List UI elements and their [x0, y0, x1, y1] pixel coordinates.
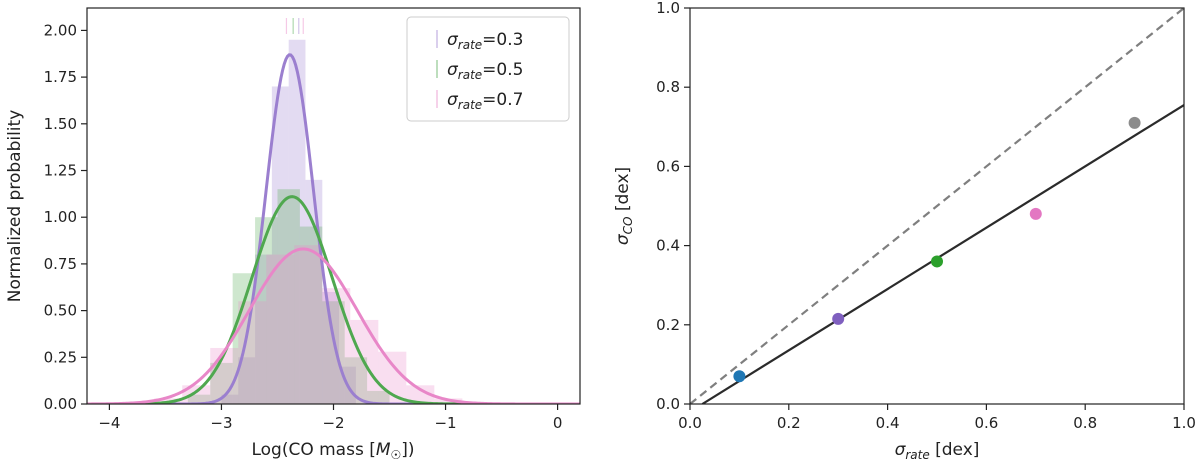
legend-label: σrate=0.7	[447, 90, 523, 112]
x-tick-label: −3	[210, 414, 232, 432]
histogram-bar-purple	[238, 357, 256, 404]
histogram-bar-pink	[182, 385, 211, 404]
histogram-bar-pink	[266, 254, 295, 404]
scatter-point	[733, 370, 746, 383]
legend-box	[406, 16, 570, 122]
scatter-y-axis-label: σCO [dex]	[613, 167, 635, 245]
scatter-x-axis-label: σrate [dex]	[895, 440, 980, 462]
histogram-y-ticks: 0.00 0.25 0.50 0.75 1.00 1.25 1.50 1.75 2.00	[44, 21, 87, 413]
histogram-bar-purple	[322, 291, 340, 404]
x-tick-label: 1.0	[1172, 414, 1196, 432]
y-tick-label: 0.4	[656, 237, 680, 255]
y-tick-label: 1.25	[44, 162, 77, 180]
y-tick-label: 0.75	[44, 255, 77, 273]
y-tick-label: 2.00	[44, 21, 77, 39]
y-tick-label: 0.00	[44, 395, 77, 413]
x-tick-label: 0	[553, 414, 563, 432]
gaussian-curve-purple	[87, 53, 580, 404]
histogram-bar-pink	[406, 385, 435, 404]
y-tick-label: 1.75	[44, 68, 77, 86]
scatter-point	[1128, 116, 1141, 129]
scatter-x-ticks: 0.0 0.2 0.4 0.6 0.8 1.0	[678, 404, 1196, 432]
histogram-y-axis-label: Normalized probability	[5, 110, 25, 303]
scatter-point	[931, 255, 943, 268]
scatter-point	[832, 312, 845, 325]
scatter-frame	[689, 7, 1185, 405]
histogram-bar-purple	[271, 86, 289, 404]
histogram-bar-green	[277, 189, 300, 404]
histogram-bar-green	[367, 390, 390, 404]
legend-label: σrate=0.3	[447, 30, 523, 52]
scatter-points	[733, 116, 1141, 383]
x-tick-label: 0.8	[1073, 414, 1097, 432]
scatter-panel: 0.0 0.2 0.4 0.6 0.8 1.0 0.0 0.2 0.4 0.6 0.8 1.0 σr…	[613, 0, 1196, 462]
y-tick-label: 0.50	[44, 302, 77, 320]
x-tick-label: 0.2	[777, 414, 801, 432]
histogram-bar-pink	[294, 245, 323, 404]
histogram-panel: −4 −3 −2 −1 0 0.00 0.25 0.50 0.75 1.00 1.25 1.50 1.…	[5, 7, 581, 462]
x-tick-label: −4	[98, 414, 120, 432]
histogram-bar-green	[255, 217, 278, 404]
rug-marks	[285, 18, 304, 34]
histogram-bar-purple	[221, 394, 239, 404]
y-tick-label: 0.8	[656, 78, 680, 96]
x-tick-label: −1	[434, 414, 456, 432]
scatter-point	[1029, 207, 1042, 220]
histogram-legend: σrate=0.3 σrate=0.5 σrate=0.7	[406, 16, 570, 122]
y-tick-label: 0.25	[44, 348, 77, 366]
identity-dashed-line	[690, 8, 1184, 404]
x-tick-label: 0.4	[876, 414, 900, 432]
histogram-x-ticks: −4 −3 −2 −1 0	[98, 404, 562, 432]
fit-line	[701, 104, 1184, 404]
y-tick-label: 0.6	[656, 157, 680, 175]
histogram-bar-green	[187, 394, 211, 404]
reference-lines	[690, 8, 1184, 404]
y-tick-label: 1.00	[44, 208, 77, 226]
y-tick-label: 0.0	[656, 395, 680, 413]
gaussian-curve-green	[87, 195, 580, 404]
histogram-bar-green	[322, 301, 345, 404]
x-tick-label: 0.6	[974, 414, 998, 432]
histogram-x-axis-label: Log(CO mass [M☉])	[251, 440, 414, 462]
x-tick-label: −2	[322, 414, 344, 432]
histogram-bar-purple	[288, 39, 306, 404]
legend-label: σrate=0.5	[447, 60, 523, 82]
histogram-bar-green	[299, 226, 323, 404]
y-tick-label: 1.50	[44, 115, 77, 133]
scatter-y-ticks: 0.0 0.2 0.4 0.6 0.8 1.0	[656, 0, 690, 413]
y-tick-label: 0.2	[656, 316, 680, 334]
y-tick-label: 1.0	[656, 0, 680, 17]
x-tick-label: 0.0	[678, 414, 702, 432]
